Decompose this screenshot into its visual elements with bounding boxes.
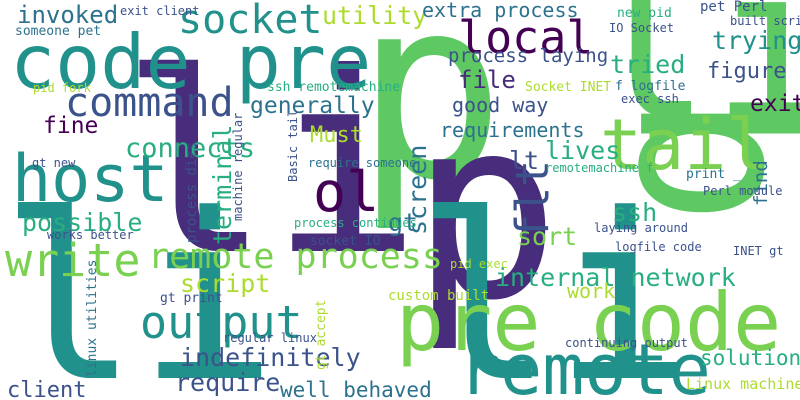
cloud-word: tail [600, 104, 769, 186]
cloud-word: Basic tail [286, 109, 300, 182]
cloud-word: gt [388, 208, 419, 237]
cloud-word: laying around [594, 221, 688, 235]
cloud-word: pid exec [450, 257, 508, 271]
cloud-word: someone pet [15, 24, 102, 39]
cloud-word: li li [0, 166, 693, 400]
cloud-word: regular linux [223, 331, 317, 345]
cloud-word: gt print [160, 291, 223, 306]
cloud-word: exec ssh [621, 92, 679, 106]
cloud-word: Linux machines [686, 375, 800, 393]
cloud-word: logfile code [615, 240, 702, 254]
cloud-word: requirements [440, 118, 585, 142]
cloud-word: well behaved [280, 378, 432, 400]
cloud-word: indefinitely [180, 343, 361, 372]
cloud-word: works better [47, 228, 134, 242]
cloud-word: li [585, 0, 800, 167]
cloud-word: f logfile [615, 79, 686, 94]
cloud-word: connects [125, 133, 256, 164]
cloud-word: exit client [120, 4, 200, 18]
cloud-word: file [458, 66, 516, 94]
cloud-word: pre code [396, 276, 782, 369]
cloud-word: new pid [617, 6, 672, 21]
cloud-word: INET gt [733, 244, 784, 258]
cloud-word: client [7, 378, 87, 400]
cloud-word: machine regular [231, 112, 245, 221]
cloud-word: Must [310, 123, 363, 148]
cloud-word: gt accept [314, 299, 329, 370]
cloud-word: process continues [294, 216, 417, 230]
cloud-word: li [120, 19, 422, 310]
cloud-word: pet Perl [700, 0, 768, 15]
cloud-word: host [12, 142, 169, 217]
cloud-word: invoked [17, 1, 119, 29]
cloud-word: tried [610, 50, 686, 79]
cloud-word: p [410, 64, 561, 355]
cloud-word: continuing output [565, 336, 688, 350]
cloud-word: script [180, 269, 271, 298]
cloud-word: internal network [495, 263, 736, 292]
cloud-word: code pre [10, 18, 372, 106]
cloud-word: require someone [308, 156, 417, 170]
cloud-word: lives [545, 136, 621, 165]
cloud-word: remote [458, 329, 711, 400]
cloud-word: work [567, 279, 616, 303]
cloud-word: IO Socket [609, 21, 675, 35]
cloud-word: socket IO [310, 234, 381, 249]
cloud-word: lt [509, 146, 540, 175]
cloud-word: exit [750, 91, 800, 117]
cloud-word: extra process [422, 0, 579, 22]
cloud-word: gt new [32, 156, 76, 170]
cloud-word: command [65, 80, 234, 126]
cloud-word: trying [712, 26, 800, 55]
cloud-word: custom built [388, 288, 490, 304]
cloud-word: local [458, 11, 594, 64]
cloud-word: p [355, 0, 506, 235]
cloud-word: socket [178, 0, 323, 43]
cloud-word: fine [43, 113, 99, 139]
cloud-word: built script [730, 14, 800, 28]
cloud-word: Socket INET [525, 80, 612, 95]
cloud-word: linux utilities [85, 259, 100, 377]
cloud-word: require [175, 368, 281, 397]
cloud-word: remotemachine f [545, 161, 654, 175]
cloud-word: process dies [184, 141, 200, 243]
cloud-word: pid fork [33, 81, 91, 95]
cloud-word: possible [22, 208, 143, 237]
cloud-word: output [140, 296, 303, 349]
cloud-word: remote process [148, 237, 444, 277]
cloud-word: generally [250, 93, 375, 119]
cloud-word: sort [517, 222, 578, 251]
cloud-word: figure [707, 59, 787, 84]
cloud-word: Perl module [703, 184, 783, 198]
cloud-word: utility [322, 1, 428, 30]
cloud-word: ol [313, 160, 380, 224]
cloud-word: ssh remotemachine [267, 80, 401, 95]
cloud-word: print _ [686, 167, 741, 182]
cloud-word: solutions [700, 346, 800, 370]
cloud-word: write [5, 234, 141, 287]
cloud-word: good way [452, 93, 549, 117]
cloud-word: ssh [612, 198, 658, 227]
cloud-word: process laying [448, 45, 609, 67]
